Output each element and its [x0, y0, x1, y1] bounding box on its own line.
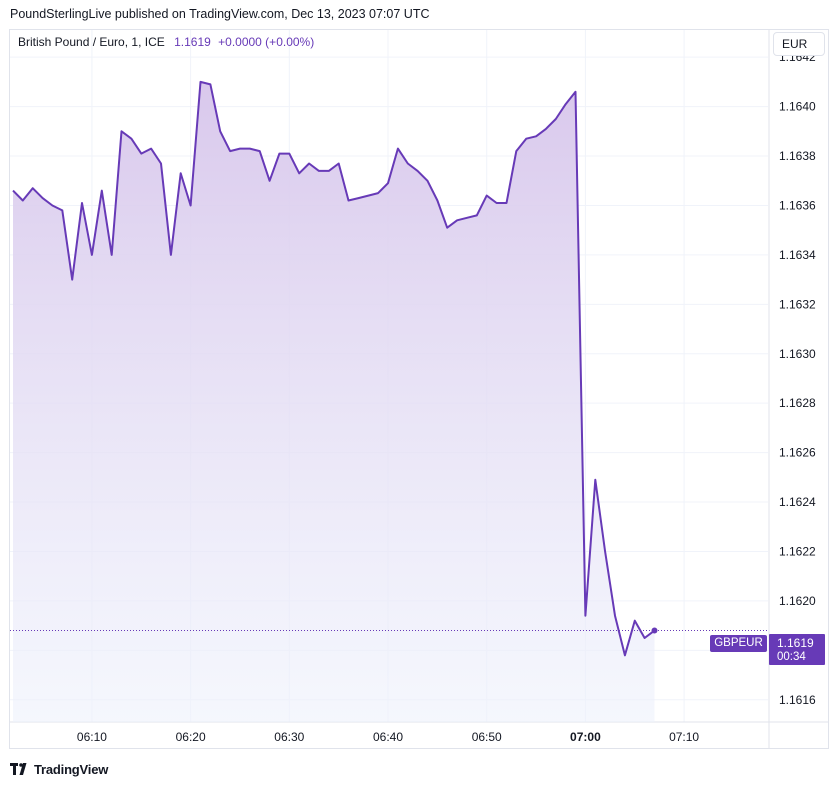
bar-countdown: 00:34 [777, 651, 806, 663]
price-axis[interactable]: 1.16161.16181.16201.16221.16241.16261.16… [779, 50, 816, 707]
legend-price: 1.1619 [174, 35, 211, 49]
x-tick-label: 06:50 [472, 730, 502, 744]
tradingview-logo-icon [10, 763, 27, 775]
legend-symbol: British Pound / Euro, 1, ICE [18, 35, 165, 49]
chart-frame[interactable] [9, 29, 829, 749]
price-area-fill [13, 81, 655, 722]
x-tick-label: 06:30 [274, 730, 304, 744]
y-tick-label: 1.1630 [779, 347, 816, 361]
y-tick-label: 1.1626 [779, 446, 816, 460]
last-price-dot [651, 627, 658, 634]
x-tick-label: 06:10 [77, 730, 107, 744]
y-tick-label: 1.1638 [779, 149, 816, 163]
x-tick-label: 06:20 [176, 730, 206, 744]
y-tick-label: 1.1624 [779, 495, 816, 509]
symbol-tag: GBPEUR [710, 635, 767, 652]
currency-button[interactable]: EUR [773, 32, 825, 56]
publisher-line: PoundSterlingLive published on TradingVi… [10, 7, 430, 21]
y-tick-label: 1.1616 [779, 693, 816, 707]
y-tick-label: 1.1622 [779, 544, 816, 558]
y-tick-label: 1.1640 [779, 100, 816, 114]
brand-name: TradingView [34, 761, 109, 777]
y-tick-label: 1.1632 [779, 297, 816, 311]
chart-legend[interactable]: British Pound / Euro, 1, ICE 1.1619 +0.0… [18, 35, 314, 49]
y-tick-label: 1.1634 [779, 248, 816, 262]
x-tick-label: 07:10 [669, 730, 699, 744]
y-tick-label: 1.1620 [779, 594, 816, 608]
x-tick-label: 06:40 [373, 730, 403, 744]
last-price-tag: 1.1619 00:34 [769, 634, 825, 665]
price-line [12, 80, 656, 657]
legend-change: +0.0000 (+0.00%) [218, 35, 315, 49]
x-tick-label: 07:00 [570, 730, 601, 744]
tradingview-brand[interactable]: TradingView [10, 760, 108, 778]
y-tick-label: 1.1636 [779, 198, 816, 212]
time-axis[interactable]: 06:10 06:20 06:30 06:40 06:50 07:00 07:10 [77, 730, 700, 744]
y-tick-label: 1.1628 [779, 396, 816, 410]
last-price-label: 1.1619 [777, 636, 814, 650]
